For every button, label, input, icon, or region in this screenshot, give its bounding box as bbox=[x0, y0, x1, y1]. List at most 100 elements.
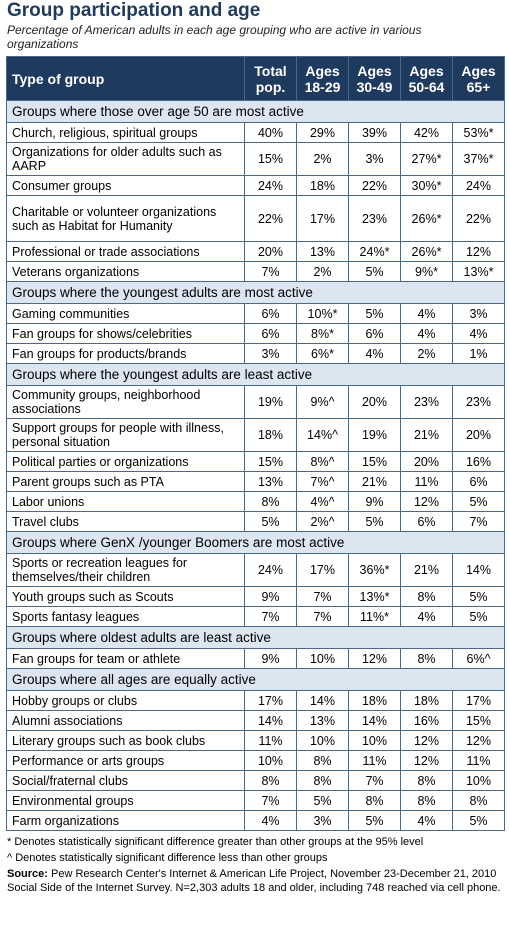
page-subtitle: Percentage of American adults in each ag… bbox=[7, 23, 422, 51]
table-row: Youth groups such as Scouts 9% 7% 13%* 8% 5% bbox=[6, 586, 505, 607]
section-heading: Groups where oldest adults are least act… bbox=[6, 626, 505, 649]
row-label: Veterans organizations bbox=[6, 261, 245, 282]
section-heading: Groups where the youngest adults are mos… bbox=[6, 281, 505, 304]
table-cell: 14% bbox=[452, 553, 505, 587]
table-cell: 40% bbox=[244, 122, 297, 143]
table-cell: 27%* bbox=[400, 142, 453, 176]
table-cell: 8% bbox=[400, 770, 453, 791]
table-cell: 17% bbox=[244, 690, 297, 711]
table-cell: 22% bbox=[452, 195, 505, 242]
section-heading: Groups where the youngest adults are lea… bbox=[6, 363, 505, 386]
table-cell: 8% bbox=[400, 586, 453, 607]
table-cell: 2%^ bbox=[296, 511, 349, 532]
table-cell: 12% bbox=[452, 730, 505, 751]
row-label: Organizations for older adults such as A… bbox=[6, 142, 245, 176]
footnote-caret: ^ Denotes statistically significant diff… bbox=[7, 852, 328, 864]
table-cell: 5% bbox=[244, 511, 297, 532]
table-cell: 19% bbox=[348, 418, 401, 452]
table-cell: 4% bbox=[400, 810, 453, 831]
table-body: Groups where those over age 50 are most … bbox=[6, 100, 505, 831]
table-header-row: Type of group Total pop. Ages 18-29 Ages… bbox=[6, 56, 505, 101]
table-cell: 4% bbox=[244, 810, 297, 831]
table-cell: 6% bbox=[348, 323, 401, 344]
table-cell: 22% bbox=[348, 175, 401, 196]
table-cell: 14% bbox=[244, 710, 297, 731]
table-cell: 10% bbox=[296, 730, 349, 751]
header-ages-30-49: Ages 30-49 bbox=[348, 56, 401, 101]
table-cell: 15% bbox=[452, 710, 505, 731]
table-cell: 15% bbox=[244, 142, 297, 176]
table-cell: 7% bbox=[244, 261, 297, 282]
table-cell: 5% bbox=[452, 586, 505, 607]
table-cell: 7% bbox=[452, 511, 505, 532]
table-cell: 12% bbox=[348, 648, 401, 669]
table-cell: 3% bbox=[348, 142, 401, 176]
table-cell: 11% bbox=[452, 750, 505, 771]
row-label: Youth groups such as Scouts bbox=[6, 586, 245, 607]
row-label: Church, religious, spiritual groups bbox=[6, 122, 245, 143]
table-row: Professional or trade associations 20% 13%… bbox=[6, 241, 505, 262]
table-row: Consumer groups 24% 18% 22% 30%* 24% bbox=[6, 175, 505, 196]
table-cell: 11% bbox=[348, 750, 401, 771]
footnote-star: * Denotes statistically significant diff… bbox=[7, 836, 424, 848]
table-cell: 14% bbox=[296, 690, 349, 711]
table-cell: 20% bbox=[452, 418, 505, 452]
table-cell: 13%* bbox=[452, 261, 505, 282]
table-cell: 11% bbox=[244, 730, 297, 751]
table-cell: 21% bbox=[348, 471, 401, 492]
table-cell: 5% bbox=[348, 810, 401, 831]
table-cell: 6% bbox=[452, 471, 505, 492]
table-cell: 8% bbox=[348, 790, 401, 811]
table-cell: 15% bbox=[348, 451, 401, 472]
table-cell: 1% bbox=[452, 343, 505, 364]
section-heading: Groups where those over age 50 are most … bbox=[6, 100, 505, 123]
table-cell: 6% bbox=[400, 511, 453, 532]
table-cell: 16% bbox=[452, 451, 505, 472]
source-text: Pew Research Center's Internet & America… bbox=[7, 868, 501, 894]
table-cell: 36%* bbox=[348, 553, 401, 587]
table-row: Church, religious, spiritual groups 40% 29… bbox=[6, 122, 505, 143]
table-row: Community groups, neighborhood associati… bbox=[6, 385, 505, 419]
table-cell: 10%* bbox=[296, 303, 349, 324]
table-cell: 42% bbox=[400, 122, 453, 143]
table-cell: 13% bbox=[296, 710, 349, 731]
row-label: Parent groups such as PTA bbox=[6, 471, 245, 492]
table-cell: 5% bbox=[452, 606, 505, 627]
table-cell: 11%* bbox=[348, 606, 401, 627]
table-cell: 26%* bbox=[400, 195, 453, 242]
table-row: Fan groups for team or athlete 9% 10% 12% 8%… bbox=[6, 648, 505, 669]
table-cell: 18% bbox=[348, 690, 401, 711]
table-cell: 8% bbox=[244, 770, 297, 791]
table-cell: 10% bbox=[348, 730, 401, 751]
table-cell: 5% bbox=[348, 261, 401, 282]
section-heading-row: Groups where the youngest adults are mos… bbox=[6, 281, 505, 304]
section-heading-row: Groups where the youngest adults are lea… bbox=[6, 363, 505, 386]
table-row: Alumni associations 14% 13% 14% 16% 15% bbox=[6, 710, 505, 731]
table-cell: 20% bbox=[348, 385, 401, 419]
table-cell: 37%* bbox=[452, 142, 505, 176]
table-cell: 12% bbox=[400, 750, 453, 771]
table-cell: 23% bbox=[400, 385, 453, 419]
table-cell: 9% bbox=[348, 491, 401, 512]
table-cell: 23% bbox=[452, 385, 505, 419]
table-cell: 9%* bbox=[400, 261, 453, 282]
table-cell: 23% bbox=[348, 195, 401, 242]
row-label: Support groups for people with illness, … bbox=[6, 418, 245, 452]
table-cell: 5% bbox=[296, 790, 349, 811]
table-cell: 6%^ bbox=[452, 648, 505, 669]
table-cell: 39% bbox=[348, 122, 401, 143]
table-cell: 12% bbox=[400, 730, 453, 751]
row-label: Fan groups for shows/celebrities bbox=[6, 323, 245, 344]
table-cell: 22% bbox=[244, 195, 297, 242]
table-row: Charitable or volunteer organizations su… bbox=[6, 195, 505, 242]
row-label: Community groups, neighborhood associati… bbox=[6, 385, 245, 419]
table-cell: 10% bbox=[452, 770, 505, 791]
table-cell: 5% bbox=[452, 491, 505, 512]
header-ages-65-plus: Ages 65+ bbox=[452, 56, 505, 101]
table-row: Farm organizations 4% 3% 5% 4% 5% bbox=[6, 810, 505, 831]
table-cell: 3% bbox=[452, 303, 505, 324]
table-row: Performance or arts groups 10% 8% 11% 12% 11% bbox=[6, 750, 505, 771]
table-cell: 21% bbox=[400, 553, 453, 587]
table-cell: 14% bbox=[348, 710, 401, 731]
table-cell: 2% bbox=[400, 343, 453, 364]
